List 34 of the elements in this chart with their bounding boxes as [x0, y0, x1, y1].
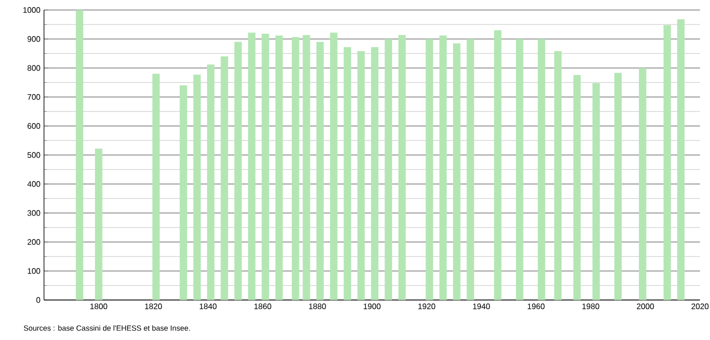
bar — [344, 47, 352, 300]
bar — [275, 36, 283, 300]
bar — [220, 56, 228, 300]
bar — [234, 42, 242, 300]
bar — [426, 38, 434, 300]
bar — [494, 30, 502, 300]
bar — [664, 25, 671, 300]
bar — [398, 34, 406, 300]
bar — [302, 34, 310, 300]
bar — [292, 36, 300, 300]
bar — [384, 38, 392, 300]
bar — [357, 51, 365, 300]
bar — [677, 19, 685, 300]
bar — [466, 38, 474, 300]
bar — [316, 42, 324, 300]
bar — [516, 38, 524, 300]
bar — [592, 83, 600, 300]
bar — [614, 72, 622, 300]
bar — [152, 74, 160, 300]
bar — [439, 36, 447, 300]
bar — [76, 10, 84, 300]
bar — [94, 148, 102, 300]
bar — [330, 32, 338, 300]
bar — [207, 64, 214, 300]
bar — [638, 68, 646, 300]
bar — [262, 34, 270, 300]
bar — [248, 32, 256, 300]
bar — [554, 51, 562, 300]
bar — [453, 43, 460, 300]
bar — [538, 38, 546, 300]
bar — [193, 74, 201, 300]
bar — [371, 47, 378, 300]
bar — [180, 85, 188, 300]
bar — [573, 74, 581, 300]
